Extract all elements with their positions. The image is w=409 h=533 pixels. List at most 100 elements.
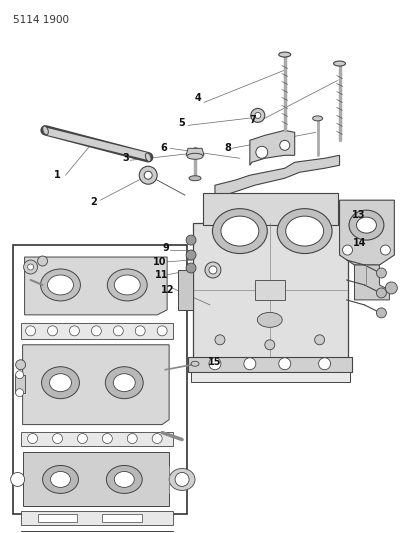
Ellipse shape [212,208,267,254]
Text: 12: 12 [161,285,175,295]
Ellipse shape [113,374,135,392]
Circle shape [11,472,25,487]
Ellipse shape [278,52,290,57]
Text: 14: 14 [352,238,365,248]
Text: 9: 9 [162,243,169,253]
Circle shape [254,112,260,118]
Ellipse shape [107,269,147,301]
Polygon shape [354,265,389,300]
Circle shape [52,433,62,443]
Circle shape [318,358,330,370]
Bar [191,372,348,382]
Polygon shape [178,270,193,310]
Circle shape [102,433,112,443]
Circle shape [342,245,352,255]
Circle shape [113,326,123,336]
Polygon shape [25,257,167,315]
Polygon shape [214,155,339,195]
Circle shape [16,360,25,370]
Polygon shape [186,148,204,155]
Circle shape [279,140,289,150]
Ellipse shape [257,312,281,327]
Ellipse shape [187,154,202,159]
Circle shape [186,263,196,273]
Bar [15,375,25,393]
Circle shape [27,264,34,270]
Circle shape [186,250,196,260]
Polygon shape [249,131,294,165]
Circle shape [91,326,101,336]
Circle shape [314,335,324,345]
Text: 1: 1 [54,170,61,180]
Circle shape [250,108,264,123]
Polygon shape [339,200,393,265]
Bar [20,323,173,339]
Circle shape [255,147,267,158]
Ellipse shape [169,469,195,490]
Ellipse shape [105,367,143,399]
Ellipse shape [348,210,383,240]
Text: 3: 3 [121,154,128,163]
Ellipse shape [191,361,198,366]
Bar [188,357,352,372]
Bar [202,193,337,225]
Circle shape [157,326,167,336]
Circle shape [264,340,274,350]
Circle shape [209,266,216,274]
Ellipse shape [355,217,375,233]
Ellipse shape [114,275,140,295]
Ellipse shape [50,472,70,487]
Circle shape [375,288,385,298]
Circle shape [375,268,385,278]
Ellipse shape [285,216,323,246]
Circle shape [214,335,225,345]
Ellipse shape [276,208,331,254]
Circle shape [209,358,220,370]
Circle shape [27,433,38,443]
Bar [38,514,77,522]
Bar [193,223,347,358]
Circle shape [38,256,47,266]
Text: 5: 5 [178,118,185,128]
Circle shape [204,262,220,278]
Text: 13: 13 [351,210,364,220]
Ellipse shape [106,465,142,494]
Text: 2: 2 [90,197,97,207]
Bar [13,245,187,514]
Circle shape [243,358,255,370]
Ellipse shape [47,275,73,295]
Circle shape [186,235,196,245]
Text: 11: 11 [155,270,169,280]
Circle shape [152,433,162,443]
Circle shape [16,371,24,379]
Ellipse shape [40,269,80,301]
Ellipse shape [43,465,78,494]
Text: 5114 1900: 5114 1900 [13,15,68,25]
Ellipse shape [220,216,258,246]
Circle shape [144,171,152,179]
Circle shape [24,260,38,274]
Circle shape [47,326,57,336]
Ellipse shape [312,116,322,121]
Circle shape [16,389,24,397]
Bar [102,514,142,522]
Text: 10: 10 [153,257,166,267]
Circle shape [139,166,157,184]
Bar [20,511,173,526]
Text: 4: 4 [194,93,201,103]
Circle shape [375,308,385,318]
Circle shape [25,326,36,336]
Bar [20,531,173,533]
Polygon shape [22,345,169,425]
Ellipse shape [145,153,151,161]
Circle shape [175,472,189,487]
Ellipse shape [43,126,48,135]
Circle shape [127,433,137,443]
Polygon shape [22,451,169,506]
Circle shape [384,282,396,294]
Circle shape [380,245,389,255]
Circle shape [278,358,290,370]
Ellipse shape [114,472,134,487]
Text: 7: 7 [249,115,256,125]
Circle shape [135,326,145,336]
